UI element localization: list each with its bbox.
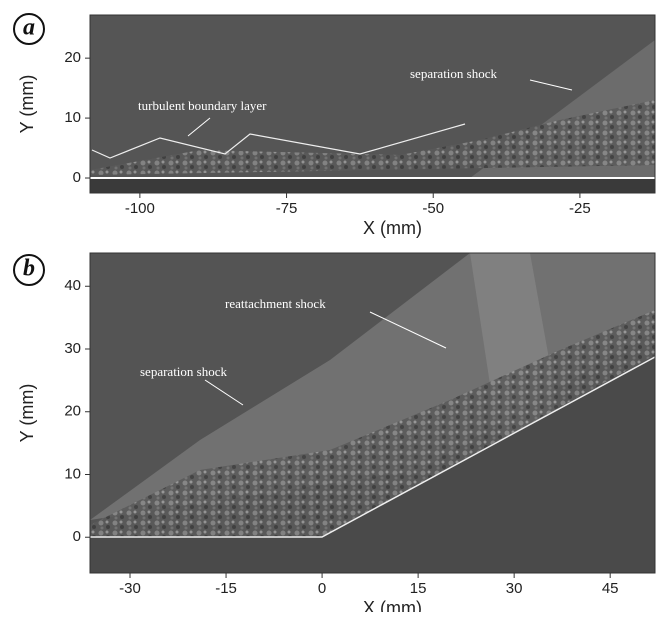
annotation: separation shock <box>410 66 498 81</box>
y-tick-label: 0 <box>73 528 81 545</box>
y-tick-label: 0 <box>73 169 81 186</box>
x-tick-label: -25 <box>569 200 591 217</box>
annotation: reattachment shock <box>225 296 326 311</box>
annotation: separation shock <box>140 364 228 379</box>
y-tick-label: 10 <box>64 109 81 126</box>
x-tick-label: 30 <box>506 580 523 597</box>
y-tick-label: 10 <box>64 465 81 482</box>
x-tick-label: -30 <box>119 580 141 597</box>
x-tick-label: 45 <box>602 580 619 597</box>
x-tick-label: 0 <box>318 580 326 597</box>
y-tick-label: 40 <box>64 277 81 294</box>
y-axis-label: Y (mm) <box>17 75 37 134</box>
x-tick-label: -15 <box>215 580 237 597</box>
x-tick-label: -100 <box>125 200 155 217</box>
panel-label: a <box>23 15 35 41</box>
panel-label: b <box>23 256 35 282</box>
x-tick-label: -75 <box>276 200 298 217</box>
x-axis-label: X (mm) <box>363 598 422 612</box>
x-axis-label: X (mm) <box>363 218 422 238</box>
panel-b-image <box>90 253 655 573</box>
y-tick-label: 20 <box>64 49 81 66</box>
y-tick-label: 30 <box>64 340 81 357</box>
x-tick-label: -50 <box>422 200 444 217</box>
x-tick-label: 15 <box>410 580 427 597</box>
y-axis-label: Y (mm) <box>17 384 37 443</box>
figure: turbulent boundary layer separation shoc… <box>0 0 660 612</box>
y-tick-label: 20 <box>64 403 81 420</box>
annotation: turbulent boundary layer <box>138 98 267 113</box>
